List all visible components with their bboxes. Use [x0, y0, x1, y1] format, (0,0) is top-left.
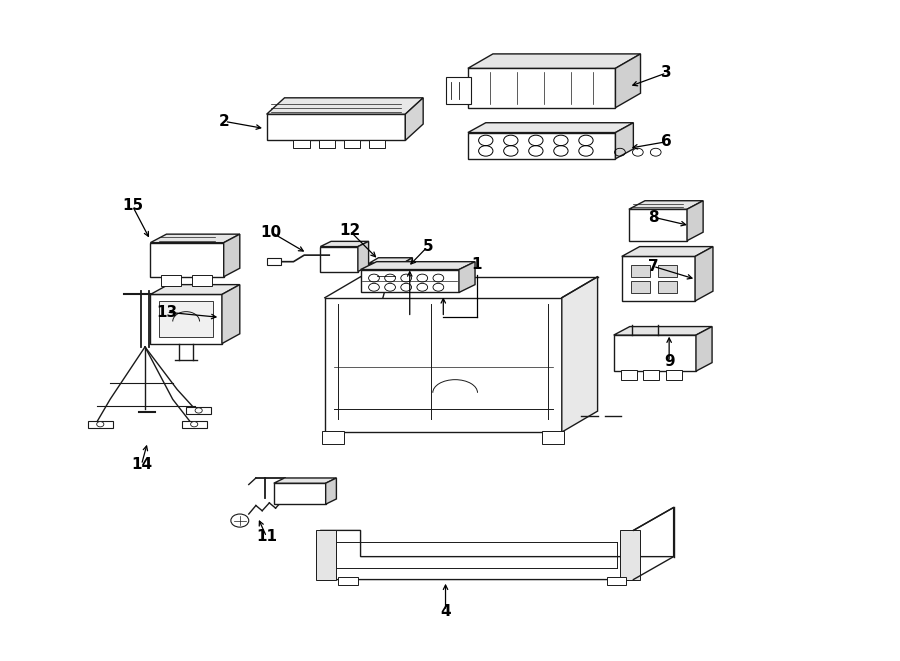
Polygon shape: [622, 256, 695, 301]
Bar: [186, 407, 211, 414]
Polygon shape: [320, 241, 369, 247]
Bar: [621, 369, 637, 379]
Bar: [607, 577, 626, 585]
Polygon shape: [622, 247, 713, 256]
Bar: [193, 276, 212, 286]
Text: 8: 8: [648, 210, 659, 225]
Polygon shape: [468, 54, 641, 68]
Bar: [87, 421, 112, 428]
Polygon shape: [459, 262, 475, 292]
Bar: [631, 282, 651, 293]
Polygon shape: [468, 133, 616, 159]
Text: 3: 3: [662, 65, 671, 81]
Bar: [161, 276, 181, 286]
Text: 14: 14: [130, 457, 152, 473]
Bar: [644, 369, 660, 379]
Text: 4: 4: [440, 603, 451, 619]
Polygon shape: [687, 201, 703, 241]
Text: 13: 13: [156, 305, 177, 320]
Circle shape: [191, 422, 198, 427]
Polygon shape: [629, 210, 687, 241]
Bar: [620, 530, 640, 580]
Polygon shape: [325, 297, 562, 432]
Polygon shape: [695, 247, 713, 301]
Polygon shape: [616, 54, 641, 108]
Bar: [631, 265, 651, 277]
Polygon shape: [629, 201, 703, 210]
Polygon shape: [370, 258, 412, 263]
Bar: [266, 258, 281, 265]
Polygon shape: [150, 234, 239, 243]
Text: 15: 15: [122, 198, 143, 214]
Text: 2: 2: [220, 114, 230, 129]
Text: 10: 10: [260, 225, 282, 240]
Bar: [658, 282, 677, 293]
Polygon shape: [468, 68, 616, 108]
Bar: [666, 369, 681, 379]
Polygon shape: [358, 241, 369, 272]
Bar: [319, 139, 335, 148]
Text: 9: 9: [664, 354, 674, 369]
Polygon shape: [266, 114, 405, 140]
Polygon shape: [361, 262, 475, 270]
Polygon shape: [150, 243, 224, 277]
Text: 12: 12: [339, 223, 360, 239]
Polygon shape: [326, 478, 337, 504]
Bar: [344, 139, 360, 148]
Bar: [338, 577, 358, 585]
Polygon shape: [320, 247, 358, 272]
Text: 1: 1: [472, 257, 482, 272]
Bar: [293, 139, 310, 148]
Polygon shape: [614, 335, 696, 371]
Text: 11: 11: [256, 529, 277, 545]
Polygon shape: [562, 277, 598, 432]
Polygon shape: [468, 123, 634, 133]
Bar: [322, 431, 345, 444]
Bar: [316, 530, 336, 580]
Polygon shape: [150, 285, 239, 294]
Polygon shape: [224, 234, 239, 277]
Bar: [542, 431, 564, 444]
Text: 6: 6: [662, 134, 671, 149]
Polygon shape: [274, 483, 326, 504]
Bar: [446, 77, 471, 104]
Polygon shape: [222, 285, 239, 344]
Polygon shape: [361, 270, 459, 292]
Text: 5: 5: [422, 239, 433, 254]
Bar: [182, 421, 207, 428]
Polygon shape: [696, 327, 712, 371]
Polygon shape: [320, 508, 673, 580]
Circle shape: [96, 422, 104, 427]
Bar: [369, 139, 384, 148]
Bar: [159, 301, 213, 337]
Polygon shape: [370, 263, 403, 288]
Circle shape: [231, 514, 248, 527]
Polygon shape: [274, 478, 337, 483]
Bar: [658, 265, 677, 277]
Text: 7: 7: [648, 258, 659, 274]
Polygon shape: [403, 258, 412, 288]
Polygon shape: [616, 123, 634, 159]
Circle shape: [195, 408, 203, 413]
Polygon shape: [266, 98, 423, 114]
Polygon shape: [614, 327, 712, 335]
Polygon shape: [150, 294, 222, 344]
Polygon shape: [405, 98, 423, 140]
